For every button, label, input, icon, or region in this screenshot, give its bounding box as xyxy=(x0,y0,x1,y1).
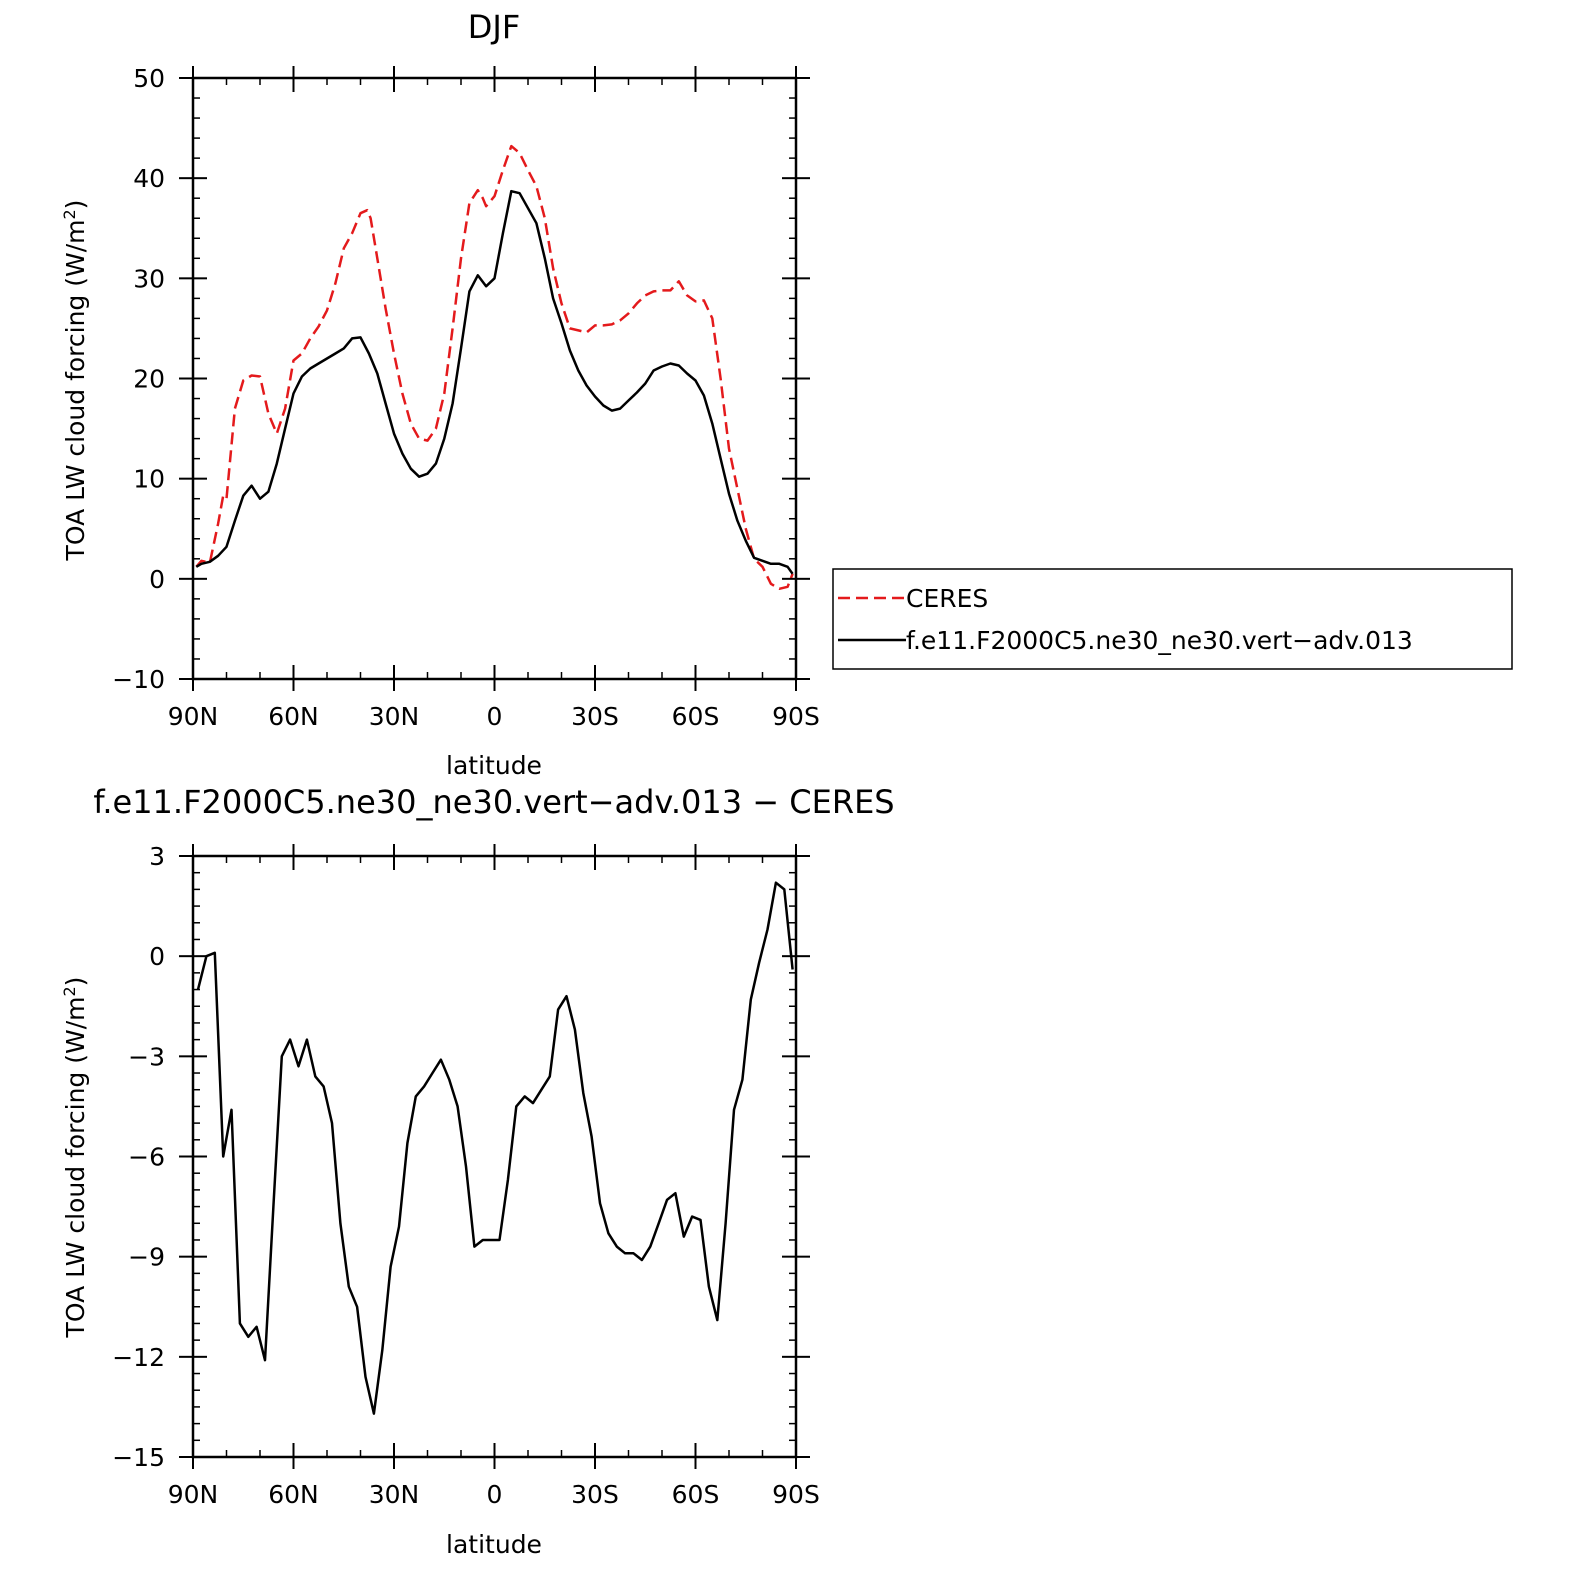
bottom-x-tick-label: 0 xyxy=(487,1480,503,1509)
bottom-x-tick-label: 30N xyxy=(369,1480,420,1509)
bottom-series-line-model xyxy=(196,881,794,1415)
bottom-x-tick-label: 90N xyxy=(168,1480,219,1509)
bottom-y-tick-label: −3 xyxy=(128,1042,165,1071)
bottom-x-tick-label: 90S xyxy=(772,1480,820,1509)
bottom-x-tick-label: 60N xyxy=(268,1480,319,1509)
legend-box xyxy=(832,568,1513,670)
top-y-tick-label: 40 xyxy=(133,164,165,193)
legend-label-model: f.e11.F2000C5.ne30_ne30.vert−adv.013 xyxy=(906,626,1413,655)
top-y-tick-label: 20 xyxy=(133,365,165,394)
top-x-tick-label: 90S xyxy=(772,702,820,731)
top-plot-frame xyxy=(191,76,798,681)
top-x-tick-label: 60S xyxy=(672,702,720,731)
bottom-y-tick-label: −9 xyxy=(128,1243,165,1272)
bottom-plot-frame xyxy=(191,854,798,1459)
top-y-tick-label: 0 xyxy=(149,565,165,594)
top-y-tick-label: 10 xyxy=(133,465,165,494)
bottom-x-tick-label: 60S xyxy=(672,1480,720,1509)
bottom-y-tick-label: −15 xyxy=(112,1443,165,1472)
bottom-y-tick-label: 3 xyxy=(149,842,165,871)
bottom-chart-title: f.e11.F2000C5.ne30_ne30.vert−adv.013 − C… xyxy=(93,783,894,821)
top-chart-title: DJF xyxy=(468,8,520,46)
legend: CERES f.e11.F2000C5.ne30_ne30.vert−adv.0… xyxy=(832,568,1513,670)
top-x-tick-label: 90N xyxy=(168,702,219,731)
top-series-group xyxy=(195,144,794,591)
bottom-x-axis-label: latitude xyxy=(446,1530,542,1559)
top-x-axis-label: latitude xyxy=(446,751,542,780)
top-panel: DJF 90N 60N 30N 0 30S 60S 90S −10 0 10 20 30 40 50 la… xyxy=(60,8,1513,780)
legend-label-ceres: CERES xyxy=(906,584,988,613)
top-x-tick-label: 30N xyxy=(369,702,420,731)
bottom-x-tick-label: 30S xyxy=(571,1480,619,1509)
top-x-tick-label: 60N xyxy=(268,702,319,731)
top-y-tick-label: −10 xyxy=(112,665,165,694)
top-y-tick-label: 30 xyxy=(133,264,165,293)
bottom-y-tick-label: 0 xyxy=(149,942,165,971)
top-series-line-model xyxy=(195,189,794,575)
bottom-series-group xyxy=(196,881,794,1415)
bottom-y-tick-label: −6 xyxy=(128,1143,165,1172)
bottom-y-tick-label: −12 xyxy=(112,1343,165,1372)
top-series-line-ceres xyxy=(195,144,794,591)
top-y-axis-label: TOA LW cloud forcing (W/m2) xyxy=(60,200,91,562)
top-x-tick-label: 0 xyxy=(487,702,503,731)
bottom-y-axis-label: TOA LW cloud forcing (W/m2) xyxy=(60,977,91,1339)
top-y-tick-label: 50 xyxy=(133,64,165,93)
bottom-panel: f.e11.F2000C5.ne30_ne30.vert−adv.013 − C… xyxy=(60,783,895,1559)
top-x-tick-label: 30S xyxy=(571,702,619,731)
